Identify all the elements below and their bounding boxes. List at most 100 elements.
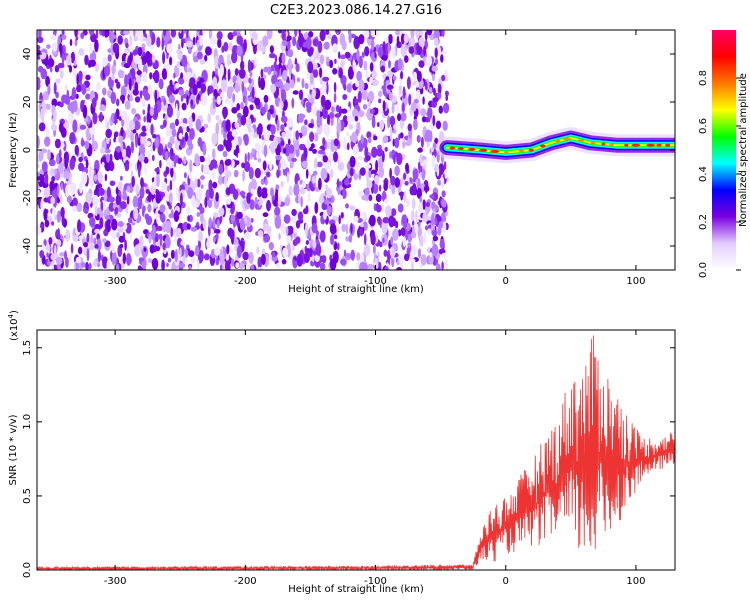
noise-cell bbox=[427, 228, 432, 235]
x-tick-label: -300 bbox=[104, 276, 127, 287]
noise-cell bbox=[288, 144, 295, 154]
noise-cell bbox=[161, 100, 168, 112]
noise-cell bbox=[329, 169, 334, 179]
noise-cell bbox=[52, 42, 58, 52]
noise-cell bbox=[281, 131, 286, 138]
noise-cell bbox=[280, 181, 284, 188]
noise-cell bbox=[279, 103, 282, 114]
noise-cell bbox=[125, 42, 129, 49]
noise-cell bbox=[243, 199, 247, 206]
noise-cell bbox=[45, 75, 50, 87]
noise-cell bbox=[312, 170, 318, 176]
noise-cell bbox=[82, 104, 88, 119]
noise-cell bbox=[248, 77, 252, 84]
noise-cell bbox=[197, 259, 200, 270]
noise-cell bbox=[360, 134, 364, 144]
noise-cell bbox=[119, 201, 127, 210]
noise-cell bbox=[442, 120, 448, 131]
noise-cell bbox=[117, 181, 123, 191]
noise-cell bbox=[383, 249, 388, 257]
noise-cell bbox=[400, 71, 404, 80]
noise-cell bbox=[292, 239, 298, 246]
noise-cell bbox=[437, 180, 442, 186]
noise-cell bbox=[396, 35, 400, 47]
noise-cell bbox=[92, 112, 98, 125]
noise-cell bbox=[227, 32, 234, 41]
noise-cell bbox=[70, 51, 76, 64]
noise-cell bbox=[348, 123, 354, 130]
noise-cell bbox=[419, 234, 424, 247]
noise-cell bbox=[214, 229, 221, 234]
noise-cell bbox=[416, 187, 422, 200]
noise-cell bbox=[120, 127, 124, 137]
noise-cell bbox=[391, 102, 395, 114]
noise-cell bbox=[329, 258, 337, 270]
noise-cell bbox=[148, 233, 152, 244]
noise-cell bbox=[225, 119, 231, 132]
noise-cell bbox=[142, 109, 146, 115]
noise-cell bbox=[56, 239, 62, 247]
noise-cell bbox=[74, 144, 80, 156]
noise-cell bbox=[240, 115, 247, 126]
noise-cell bbox=[411, 198, 416, 210]
noise-cell bbox=[233, 221, 236, 228]
noise-cell bbox=[343, 83, 347, 91]
noise-cell bbox=[60, 127, 67, 138]
noise-cell bbox=[59, 252, 66, 257]
noise-cell bbox=[231, 129, 238, 138]
noise-cell bbox=[301, 99, 304, 106]
noise-cell bbox=[396, 260, 400, 266]
noise-cell bbox=[221, 45, 225, 53]
noise-cell bbox=[166, 43, 173, 54]
noise-cell bbox=[89, 216, 96, 227]
noise-cell bbox=[39, 52, 47, 60]
noise-cell bbox=[175, 103, 178, 116]
noise-cell bbox=[238, 262, 245, 270]
noise-cell bbox=[252, 132, 259, 139]
noise-cell bbox=[179, 30, 182, 34]
noise-cell bbox=[138, 257, 145, 262]
noise-cell bbox=[319, 54, 325, 65]
noise-cell bbox=[441, 261, 444, 270]
noise-cell bbox=[345, 203, 349, 209]
noise-cell bbox=[417, 147, 423, 153]
noise-cell bbox=[69, 182, 77, 195]
snr-series bbox=[37, 335, 675, 570]
noise-cell bbox=[389, 37, 393, 43]
noise-cell bbox=[81, 83, 87, 95]
noise-cell bbox=[373, 135, 378, 141]
noise-cell bbox=[257, 40, 264, 51]
noise-cell bbox=[260, 178, 265, 186]
noise-cell bbox=[415, 81, 420, 88]
noise-cell bbox=[43, 209, 48, 222]
noise-cell bbox=[284, 122, 287, 127]
noise-cell bbox=[39, 250, 45, 259]
noise-cell bbox=[392, 138, 396, 147]
noise-cell bbox=[341, 108, 348, 114]
noise-cell bbox=[320, 167, 328, 181]
noise-cell bbox=[257, 158, 262, 163]
noise-cell bbox=[388, 215, 395, 228]
noise-cell bbox=[176, 60, 180, 69]
noise-cell bbox=[402, 236, 407, 248]
noise-cell bbox=[186, 95, 189, 106]
noise-cell bbox=[374, 257, 379, 264]
noise-cell bbox=[85, 159, 89, 169]
noise-cell bbox=[149, 106, 155, 117]
noise-cell bbox=[120, 110, 128, 121]
noise-cell bbox=[137, 242, 144, 251]
noise-cell bbox=[60, 206, 65, 218]
noise-cell bbox=[169, 136, 175, 144]
noise-cell bbox=[168, 192, 173, 204]
noise-cell bbox=[150, 123, 154, 136]
noise-cell bbox=[117, 227, 124, 233]
noise-cell bbox=[85, 261, 89, 270]
noise-cell bbox=[59, 69, 64, 80]
noise-cell bbox=[102, 87, 107, 96]
noise-cell bbox=[239, 191, 246, 196]
noise-cell bbox=[443, 102, 450, 114]
noise-cell bbox=[364, 46, 370, 57]
noise-cell bbox=[79, 181, 83, 194]
noise-cell bbox=[211, 171, 216, 179]
noise-cell bbox=[406, 222, 411, 231]
